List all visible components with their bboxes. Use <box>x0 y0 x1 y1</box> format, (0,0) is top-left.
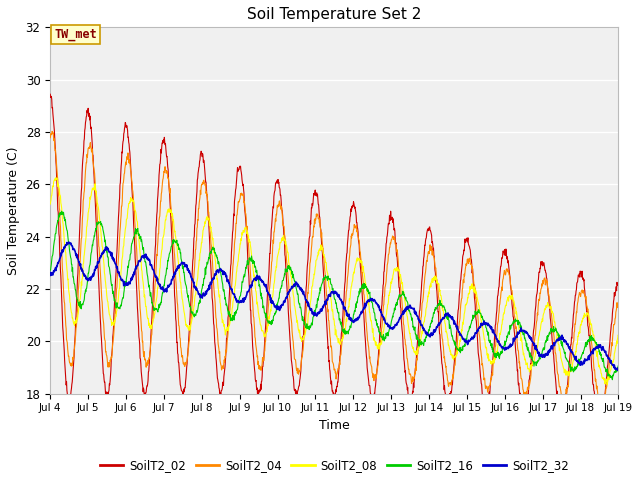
Legend: SoilT2_02, SoilT2_04, SoilT2_08, SoilT2_16, SoilT2_32: SoilT2_02, SoilT2_04, SoilT2_08, SoilT2_… <box>95 455 573 477</box>
Title: Soil Temperature Set 2: Soil Temperature Set 2 <box>247 7 422 22</box>
X-axis label: Time: Time <box>319 419 349 432</box>
Text: TW_met: TW_met <box>54 28 97 41</box>
Y-axis label: Soil Temperature (C): Soil Temperature (C) <box>7 146 20 275</box>
